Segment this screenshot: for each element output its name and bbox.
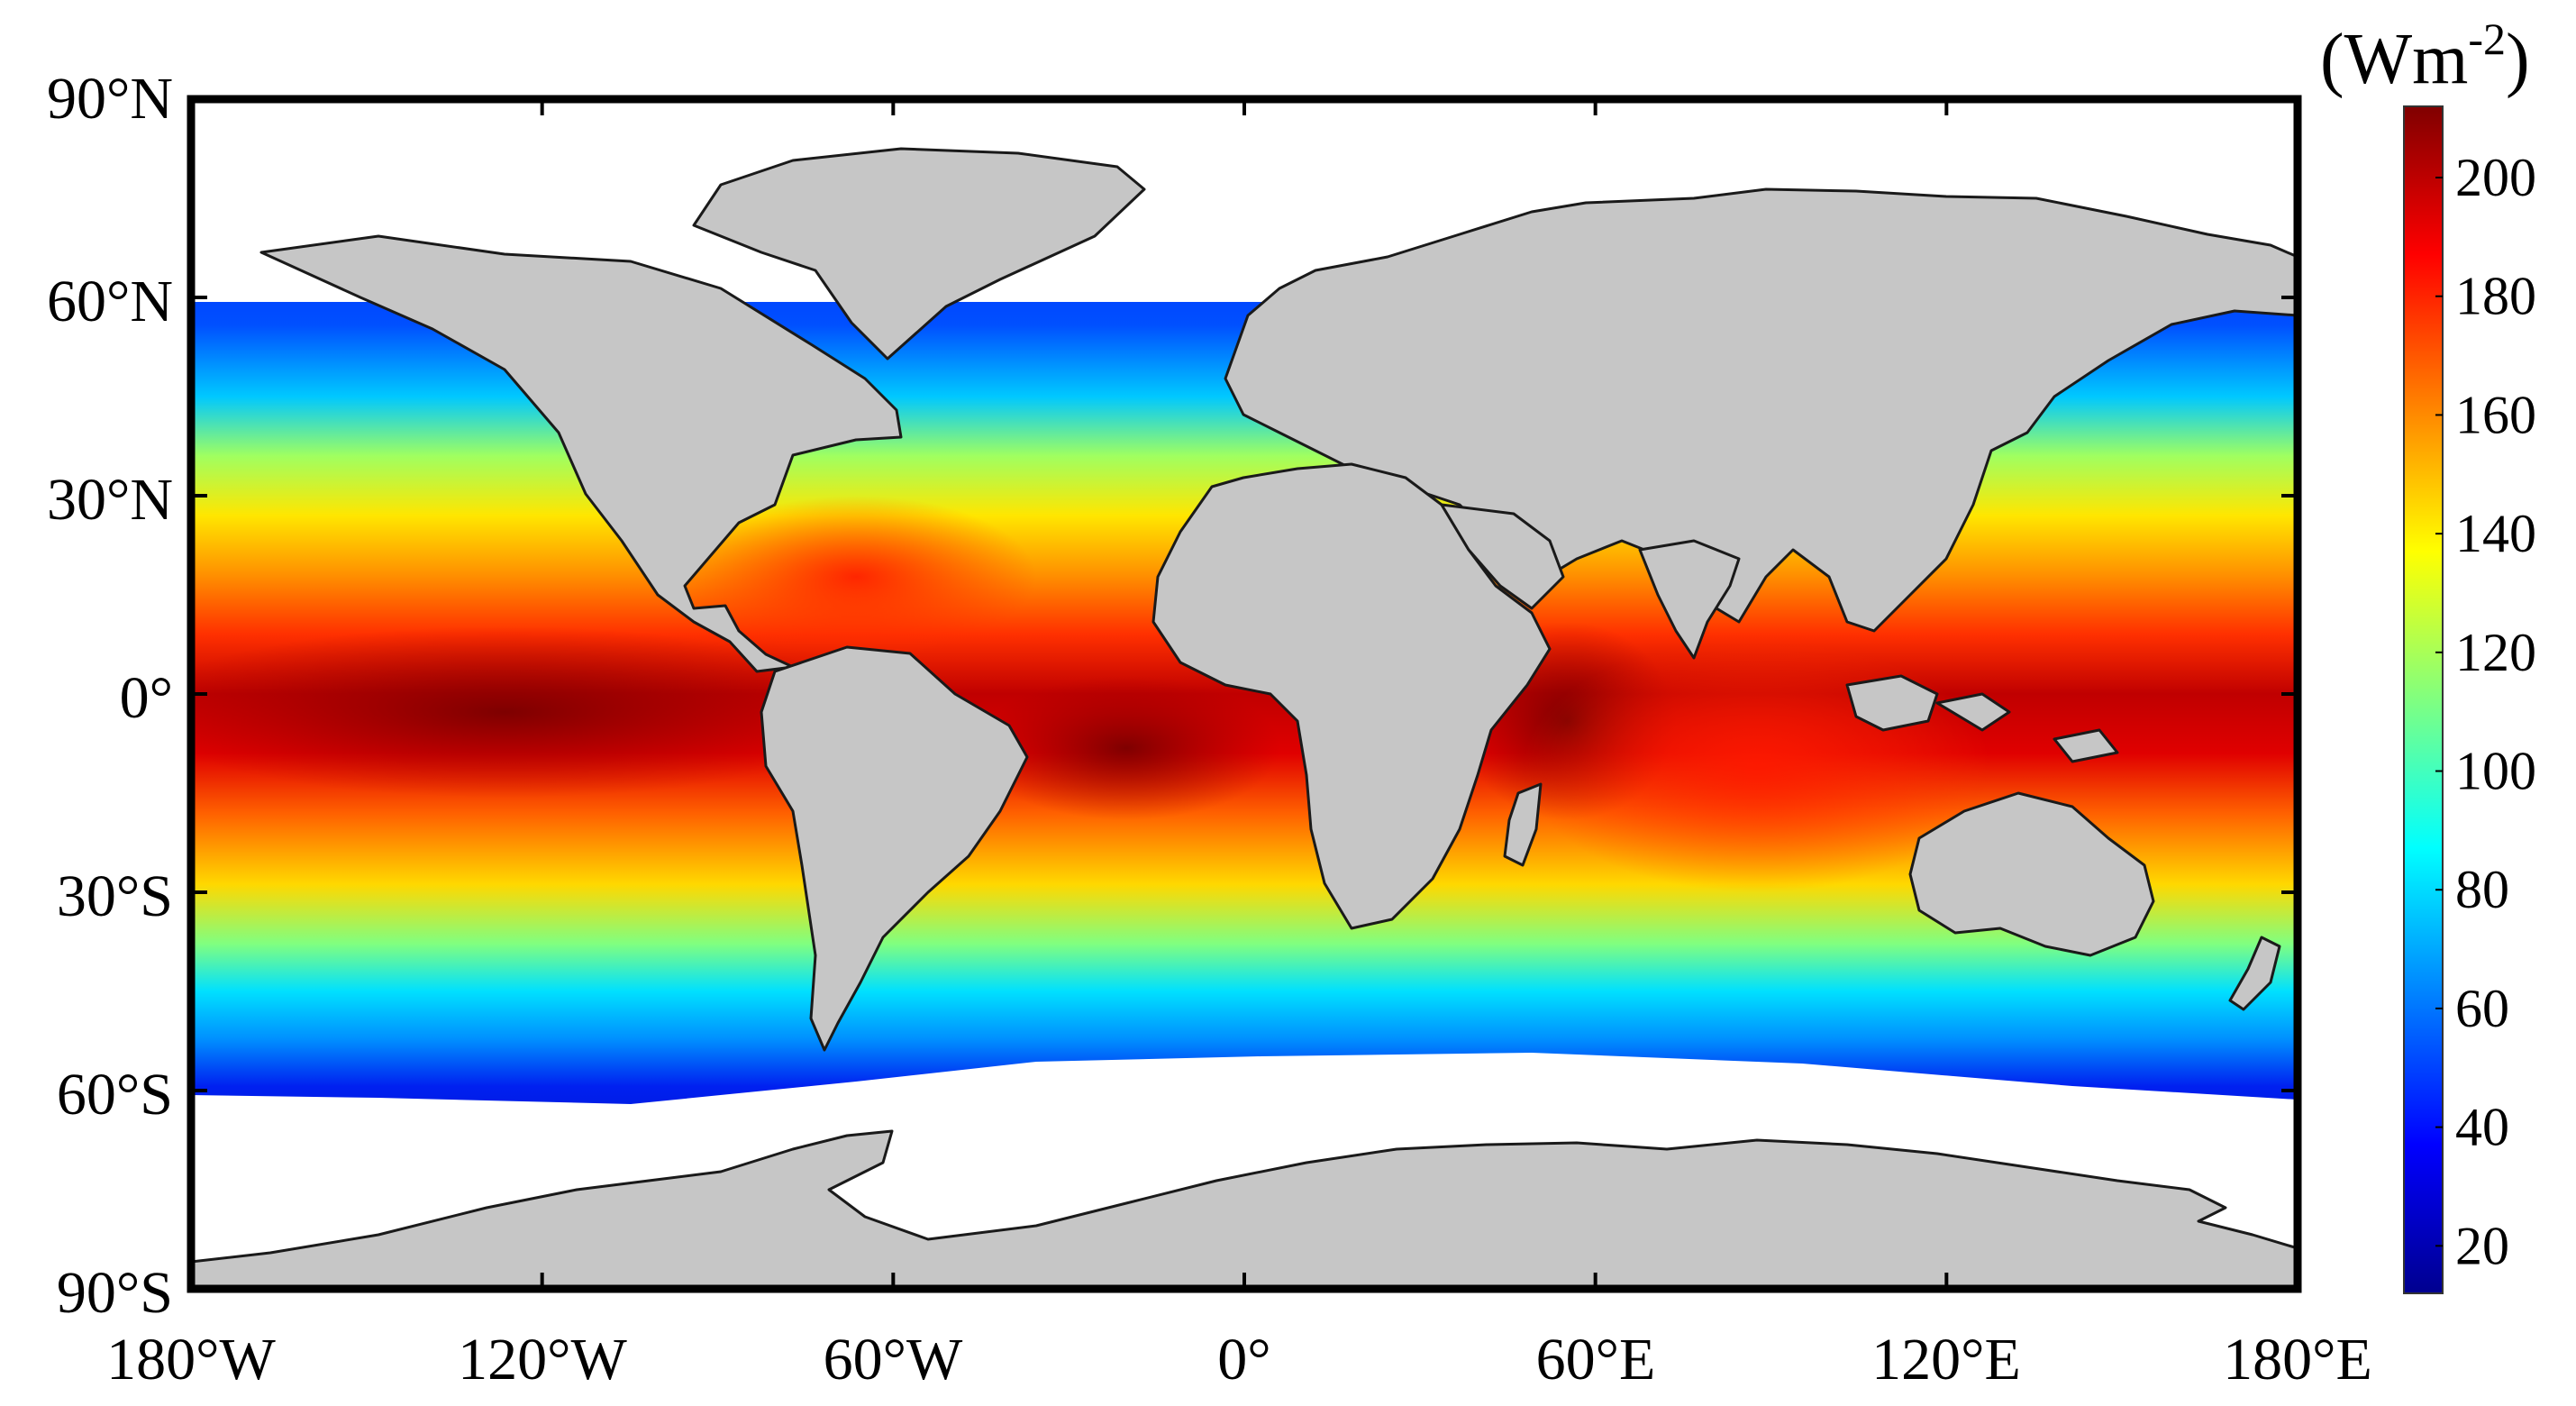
map-panel xyxy=(191,99,2298,1289)
longitude-ticks xyxy=(540,99,1949,1289)
colorbar-tick-label: 20 xyxy=(2455,1216,2509,1275)
lon-label-60E: 60°E xyxy=(1536,1327,1656,1392)
lat-label-30N: 30°N xyxy=(47,467,173,533)
lat-label-60N: 60°N xyxy=(47,269,173,334)
north-atlantic-warm-area xyxy=(676,496,1036,658)
land-madagascar xyxy=(1503,782,1543,867)
land-south-america xyxy=(760,645,1029,1052)
lon-label-60W: 60°W xyxy=(824,1327,963,1392)
land-southeast-asia-islands xyxy=(1845,674,2119,763)
colorbar-tick-label: 60 xyxy=(2455,979,2509,1038)
latitude-ticks xyxy=(191,296,2298,1092)
land-arabia xyxy=(1440,503,1565,610)
equatorial-pacific-maximum xyxy=(191,626,883,798)
colorbar-tick-label: 180 xyxy=(2455,267,2536,326)
colorbar-tick-label: 140 xyxy=(2455,504,2536,563)
colorbar-tick-label: 160 xyxy=(2455,385,2536,444)
colorbar-ticks: 200 180 160 140 120 100 80 60 40 20 xyxy=(2435,148,2536,1275)
lat-label-0: 0° xyxy=(120,665,173,731)
land-north-america xyxy=(259,234,903,673)
land-greenland xyxy=(692,147,1146,361)
lon-label-0: 0° xyxy=(1217,1327,1270,1392)
land-antarctica xyxy=(191,1129,2298,1289)
colorbar-unit-label: (Wm-2) xyxy=(2320,14,2530,99)
land-india xyxy=(1638,539,1741,660)
colorbar-tick-label: 200 xyxy=(2455,148,2536,207)
lon-label-180W: 180°W xyxy=(106,1327,276,1392)
lat-label-60S: 60°S xyxy=(57,1062,173,1128)
land-africa xyxy=(1151,462,1552,930)
equatorial-atlantic-maximum xyxy=(973,676,1279,820)
colorbar-tick-label: 120 xyxy=(2455,623,2536,682)
lon-label-120E: 120°E xyxy=(1871,1327,2021,1392)
lon-label-120W: 120°W xyxy=(458,1327,627,1392)
colorbar xyxy=(2403,105,2444,1294)
colorbar-tick-label: 80 xyxy=(2455,860,2509,919)
colorbar-tick-label: 40 xyxy=(2455,1098,2509,1157)
land-australia xyxy=(1908,791,2155,957)
colorbar-tick-label: 100 xyxy=(2455,742,2536,801)
lon-label-180E: 180°E xyxy=(2223,1327,2372,1392)
lat-label-90N: 90°N xyxy=(47,66,173,132)
lat-label-30S: 30°S xyxy=(57,863,173,929)
lat-label-90S: 90°S xyxy=(57,1260,173,1326)
land-new-zealand xyxy=(2228,936,2281,1011)
